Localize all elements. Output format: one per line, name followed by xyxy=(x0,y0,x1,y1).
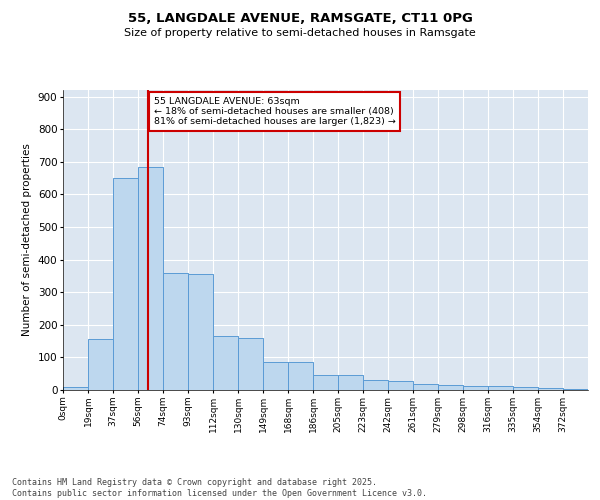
Bar xyxy=(63,386,88,390)
Bar xyxy=(438,385,463,390)
Bar xyxy=(138,166,163,390)
Bar xyxy=(338,376,363,390)
Bar xyxy=(413,384,438,390)
Y-axis label: Number of semi-detached properties: Number of semi-detached properties xyxy=(22,144,32,336)
Bar xyxy=(313,376,338,390)
Bar xyxy=(88,340,113,390)
Bar xyxy=(113,178,138,390)
Bar xyxy=(288,362,313,390)
Text: 55 LANGDALE AVENUE: 63sqm
← 18% of semi-detached houses are smaller (408)
81% of: 55 LANGDALE AVENUE: 63sqm ← 18% of semi-… xyxy=(154,96,395,126)
Bar xyxy=(263,362,288,390)
Bar xyxy=(463,386,488,390)
Text: 55, LANGDALE AVENUE, RAMSGATE, CT11 0PG: 55, LANGDALE AVENUE, RAMSGATE, CT11 0PG xyxy=(128,12,472,26)
Text: Contains HM Land Registry data © Crown copyright and database right 2025.
Contai: Contains HM Land Registry data © Crown c… xyxy=(12,478,427,498)
Text: Size of property relative to semi-detached houses in Ramsgate: Size of property relative to semi-detach… xyxy=(124,28,476,38)
Bar xyxy=(238,338,263,390)
Bar xyxy=(538,388,563,390)
Bar xyxy=(163,272,188,390)
Bar xyxy=(188,274,213,390)
Bar xyxy=(488,386,513,390)
Bar xyxy=(213,336,238,390)
Bar xyxy=(388,381,413,390)
Bar xyxy=(513,388,538,390)
Bar xyxy=(363,380,388,390)
